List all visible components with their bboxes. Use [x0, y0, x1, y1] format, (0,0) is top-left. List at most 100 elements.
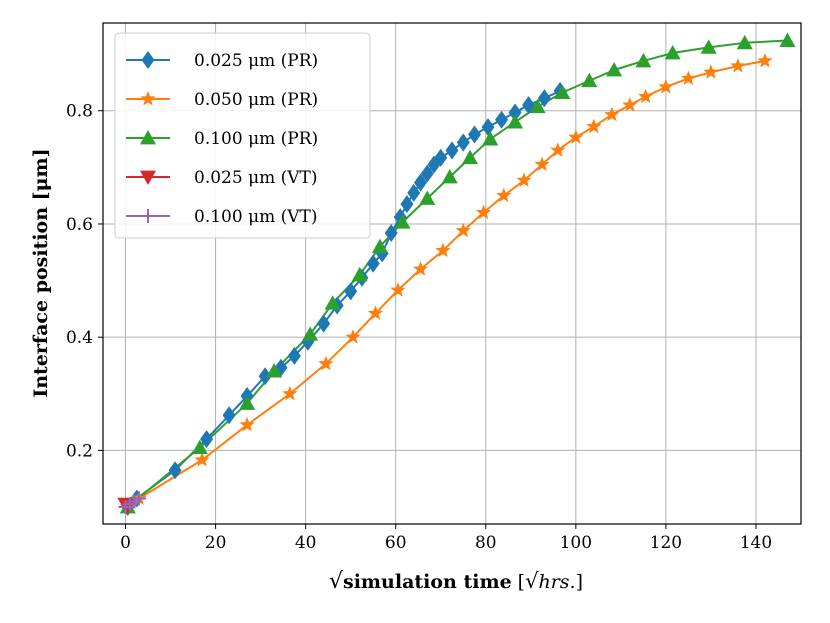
data-point-0-025-m-pr: [366, 254, 380, 273]
legend-marker: [140, 170, 156, 185]
x-tick-label: 140: [740, 533, 772, 553]
data-point-0-050-m-pr: [455, 222, 471, 238]
x-tick-label: 100: [560, 533, 592, 553]
data-point-0-050-m-pr: [622, 97, 638, 112]
x-tick-label: 40: [295, 533, 317, 553]
data-point-0-025-m-pr: [495, 110, 509, 129]
data-point-0-050-m-pr: [367, 305, 384, 320]
data-point-0-025-m-pr: [434, 148, 448, 167]
data-point-0-100-m-pr: [581, 72, 598, 88]
data-point-0-050-m-pr: [703, 64, 719, 79]
data-point-0-025-m-pr: [537, 89, 551, 108]
data-point-0-025-m-pr: [287, 346, 301, 365]
legend-box: [114, 32, 371, 239]
x-tick-label: 20: [205, 533, 227, 553]
data-point-0-100-m-pr: [191, 439, 208, 454]
data-point-0-050-m-pr: [550, 142, 566, 157]
data-point-0-025-m-pr: [420, 164, 434, 183]
x-tick-label: 120: [650, 533, 682, 553]
series-markers-0-100-m-pr: [119, 32, 796, 514]
data-point-0-100-m-pr: [529, 98, 546, 114]
legend-label: 0.025 μm (PR): [194, 51, 318, 71]
data-point-0-050-m-pr: [757, 52, 773, 68]
x-label-bold: simulation time: [343, 571, 512, 593]
data-point-0-025-m-pr: [413, 173, 427, 192]
data-point-0-100-m-pr: [302, 326, 319, 341]
data-point-0-100-m-pr: [482, 131, 499, 146]
data-point-0-025-m-pr: [508, 103, 522, 122]
x-tick-label: 60: [385, 533, 407, 553]
data-point-0-025-m-pr: [384, 224, 398, 243]
legend-label: 0.100 μm (PR): [194, 129, 318, 149]
data-point-0-050-m-pr: [345, 329, 361, 344]
data-point-0-050-m-pr: [475, 204, 492, 220]
data-point-0-025-m-pr: [222, 406, 236, 425]
data-point-0-050-m-pr: [586, 118, 602, 134]
data-point-0-025-m-pr: [258, 367, 272, 386]
data-point-0-050-m-pr: [534, 156, 550, 171]
data-point-0-025-m-pr: [168, 461, 182, 480]
y-tick-label: 0.2: [66, 441, 93, 461]
data-point-0-050-m-pr: [435, 242, 451, 258]
data-point-0-025-m-pr: [481, 118, 495, 137]
data-point-0-025-m-pr: [200, 430, 214, 449]
x-label-unit-text: hrs.: [538, 571, 575, 593]
data-point-0-050-m-pr: [568, 129, 584, 144]
legend-entry-0-025-m-pr: 0.025 μm (PR): [126, 51, 318, 71]
legend-entry-0-100-m-vt: 0.100 μm (VT): [126, 207, 318, 227]
data-point-0-100-m-pr: [239, 395, 256, 410]
y-tick-label: 0.6: [66, 215, 93, 235]
data-point-0-025-m-pr: [456, 133, 470, 152]
legend-entry-0-100-m-pr: 0.100 μm (PR): [126, 129, 318, 149]
data-point-0-100-m-pr: [736, 34, 753, 50]
data-point-0-100-m-pr: [371, 238, 388, 254]
data-point-0-050-m-pr: [412, 261, 429, 276]
data-point-0-050-m-pr: [638, 88, 654, 104]
legend-label: 0.025 μm (VT): [194, 168, 318, 188]
data-point-0-050-m-pr: [318, 355, 334, 371]
series-markers-0-100-m-vt: [118, 491, 147, 515]
y-tick-label: 0.4: [66, 328, 93, 348]
x-ticks: 0 20 40 60 80 100 120 140: [120, 524, 772, 553]
data-point-0-025-m-pr: [468, 125, 482, 144]
x-label-sqrt-symbol: √: [329, 569, 344, 594]
data-point-0-100-m-pr: [419, 190, 436, 205]
data-point-0-050-m-pr: [496, 187, 512, 203]
y-ticks: 0.2 0.4 0.6 0.8: [66, 102, 103, 461]
legend-label: 0.050 μm (PR): [194, 90, 318, 110]
data-point-0-100-m-pr: [779, 32, 796, 47]
data-point-0-050-m-pr: [604, 106, 620, 122]
data-point-0-100-m-pr: [351, 266, 368, 282]
data-point-0-050-m-pr: [658, 78, 674, 94]
data-point-0-025-m-pr: [445, 141, 459, 160]
data-point-0-050-m-pr: [516, 172, 532, 187]
data-point-0-050-m-pr: [680, 70, 697, 85]
data-point-0-100-m-pr: [441, 168, 458, 184]
x-label-unit-sqrt: √: [525, 569, 539, 593]
data-point-0-050-m-pr: [194, 452, 210, 467]
x-label-unit-close: ]: [576, 571, 583, 593]
legend-marker: [140, 91, 156, 106]
x-tick-label: 0: [120, 533, 131, 553]
data-point-0-100-m-vt: [132, 491, 147, 506]
data-point-0-100-m-pr: [266, 363, 283, 378]
data-point-0-100-m-pr: [462, 149, 479, 165]
data-point-0-100-m-pr: [554, 84, 571, 100]
legend-entry-0-050-m-pr: 0.050 μm (PR): [126, 90, 318, 110]
data-point-0-100-m-pr: [635, 52, 652, 68]
svg-text:√simulation time[√hrs.]: √simulation time [√hrs.]: [329, 569, 583, 594]
data-point-0-025-m-pr: [407, 183, 421, 202]
x-tick-label: 80: [475, 533, 497, 553]
legend-label: 0.100 μm (VT): [194, 207, 318, 227]
data-point-0-100-m-pr: [324, 295, 341, 310]
x-axis-label: √simulation time [√hrs.]: [329, 569, 583, 594]
data-point-0-100-m-pr: [394, 214, 411, 229]
legend-marker: [141, 209, 155, 223]
plot-frame: [102, 22, 802, 525]
legend-entry-0-025-m-vt: 0.025 μm (VT): [126, 168, 318, 188]
data-point-0-050-m-pr: [390, 282, 406, 297]
series-markers: [117, 32, 796, 517]
y-tick-label: 0.8: [66, 102, 93, 122]
data-point-0-100-m-pr: [700, 39, 717, 54]
